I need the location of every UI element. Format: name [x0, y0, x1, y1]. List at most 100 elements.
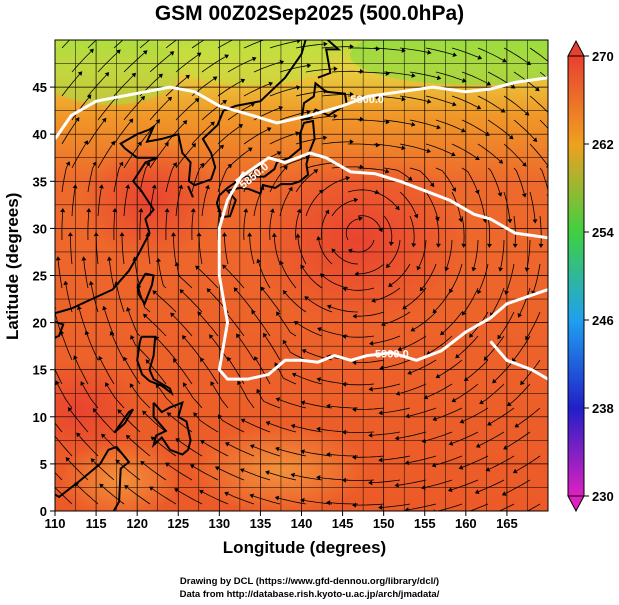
streamline	[284, 342, 307, 361]
streamline-arrow	[109, 331, 115, 336]
streamline-arrow	[179, 289, 185, 294]
coastline-sakhalin	[317, 40, 342, 79]
streamline	[408, 503, 437, 510]
streamline	[243, 129, 269, 145]
streamline-arrow	[397, 346, 403, 352]
streamline-arrow	[500, 108, 506, 113]
streamline	[425, 191, 438, 218]
streamline	[450, 263, 463, 290]
streamline	[357, 167, 386, 172]
streamline	[435, 119, 463, 131]
streamline-arrow	[77, 71, 83, 76]
streamline	[279, 189, 291, 217]
coastline-hainan	[55, 320, 65, 339]
y-tick-label: 35	[33, 174, 47, 189]
streamline-arrow	[55, 256, 61, 261]
streamline	[499, 311, 515, 337]
streamline-arrow	[233, 287, 239, 292]
streamline-arrow	[279, 59, 285, 65]
coastline-visayas	[151, 401, 192, 456]
streamline	[158, 261, 167, 289]
coastline-japan	[215, 119, 316, 219]
streamline-arrow	[169, 51, 175, 56]
streamline	[491, 287, 505, 314]
streamline-arrow	[526, 60, 532, 65]
coastline-palawan	[113, 408, 134, 434]
streamline-arrow	[191, 143, 196, 148]
streamline-arrow	[182, 382, 188, 388]
colorbar-tick-label: 270	[592, 49, 614, 64]
streamline-arrow	[504, 290, 510, 295]
streamline	[425, 431, 453, 442]
streamline-arrow	[348, 248, 353, 254]
streamline-arrow	[145, 359, 151, 364]
contour-label: 5800.0	[350, 94, 384, 106]
streamline	[429, 335, 453, 354]
streamline-arrow	[316, 377, 321, 382]
streamline-arrow	[295, 233, 301, 238]
streamline	[175, 188, 182, 217]
streamline	[279, 65, 308, 73]
streamline	[446, 239, 453, 268]
streamline-arrow	[486, 81, 492, 86]
streamline-arrow	[209, 334, 214, 339]
streamline	[409, 167, 433, 185]
streamline	[529, 47, 548, 62]
streamline-arrow	[301, 349, 307, 354]
streamline-arrow	[436, 124, 441, 130]
streamline	[173, 236, 177, 265]
streamline-arrow	[449, 288, 454, 294]
streamline-arrow	[92, 161, 97, 167]
streamline-arrow	[520, 380, 525, 386]
streamline-arrow	[429, 182, 435, 188]
streamline-arrow	[67, 232, 73, 237]
streamline	[61, 164, 69, 193]
streamline	[149, 99, 170, 121]
streamline-arrow	[474, 489, 480, 494]
streamline-arrow	[394, 435, 400, 441]
streamline	[203, 441, 229, 457]
streamline	[227, 58, 254, 73]
streamline	[383, 119, 412, 125]
streamline-arrow	[436, 243, 441, 248]
streamline	[279, 157, 307, 169]
streamline	[243, 470, 271, 481]
streamline	[61, 333, 73, 361]
streamline-arrow	[89, 48, 94, 54]
x-tick-label: 140	[291, 516, 313, 531]
streamline-arrow	[116, 49, 121, 54]
streamline	[398, 431, 427, 439]
contour-5900-east	[489, 340, 548, 381]
streamline-arrow	[224, 54, 229, 59]
streamline	[217, 126, 240, 145]
streamline-arrow	[48, 355, 53, 360]
streamline-arrow	[81, 256, 87, 261]
streamline	[176, 265, 193, 289]
streamline	[399, 47, 428, 53]
streamline-arrow	[165, 462, 170, 467]
streamline-arrow	[199, 489, 204, 495]
streamline-arrow	[227, 163, 232, 169]
streamline-arrow	[187, 29, 192, 33]
streamline-arrow	[117, 409, 123, 414]
streamline-arrow	[304, 296, 309, 301]
streamline	[435, 455, 463, 466]
streamline	[304, 500, 333, 505]
streamline-arrow	[102, 305, 107, 311]
streamline	[477, 95, 503, 111]
colorbar: 230 238 246 254 262 270	[567, 39, 614, 513]
streamline-arrow	[65, 161, 71, 166]
streamline-arrow	[80, 381, 85, 386]
streamline	[113, 211, 116, 241]
streamline	[373, 191, 398, 208]
streamline-arrow	[193, 412, 198, 417]
streamline	[218, 468, 245, 481]
streamline-arrow	[249, 493, 254, 499]
streamline	[100, 359, 115, 385]
y-tick-label: 30	[33, 221, 47, 236]
streamline-arrow	[172, 162, 177, 167]
streamline-arrow	[124, 485, 129, 490]
streamline-arrow	[76, 432, 81, 438]
streamline	[139, 165, 149, 193]
streamline-arrow	[242, 33, 247, 38]
